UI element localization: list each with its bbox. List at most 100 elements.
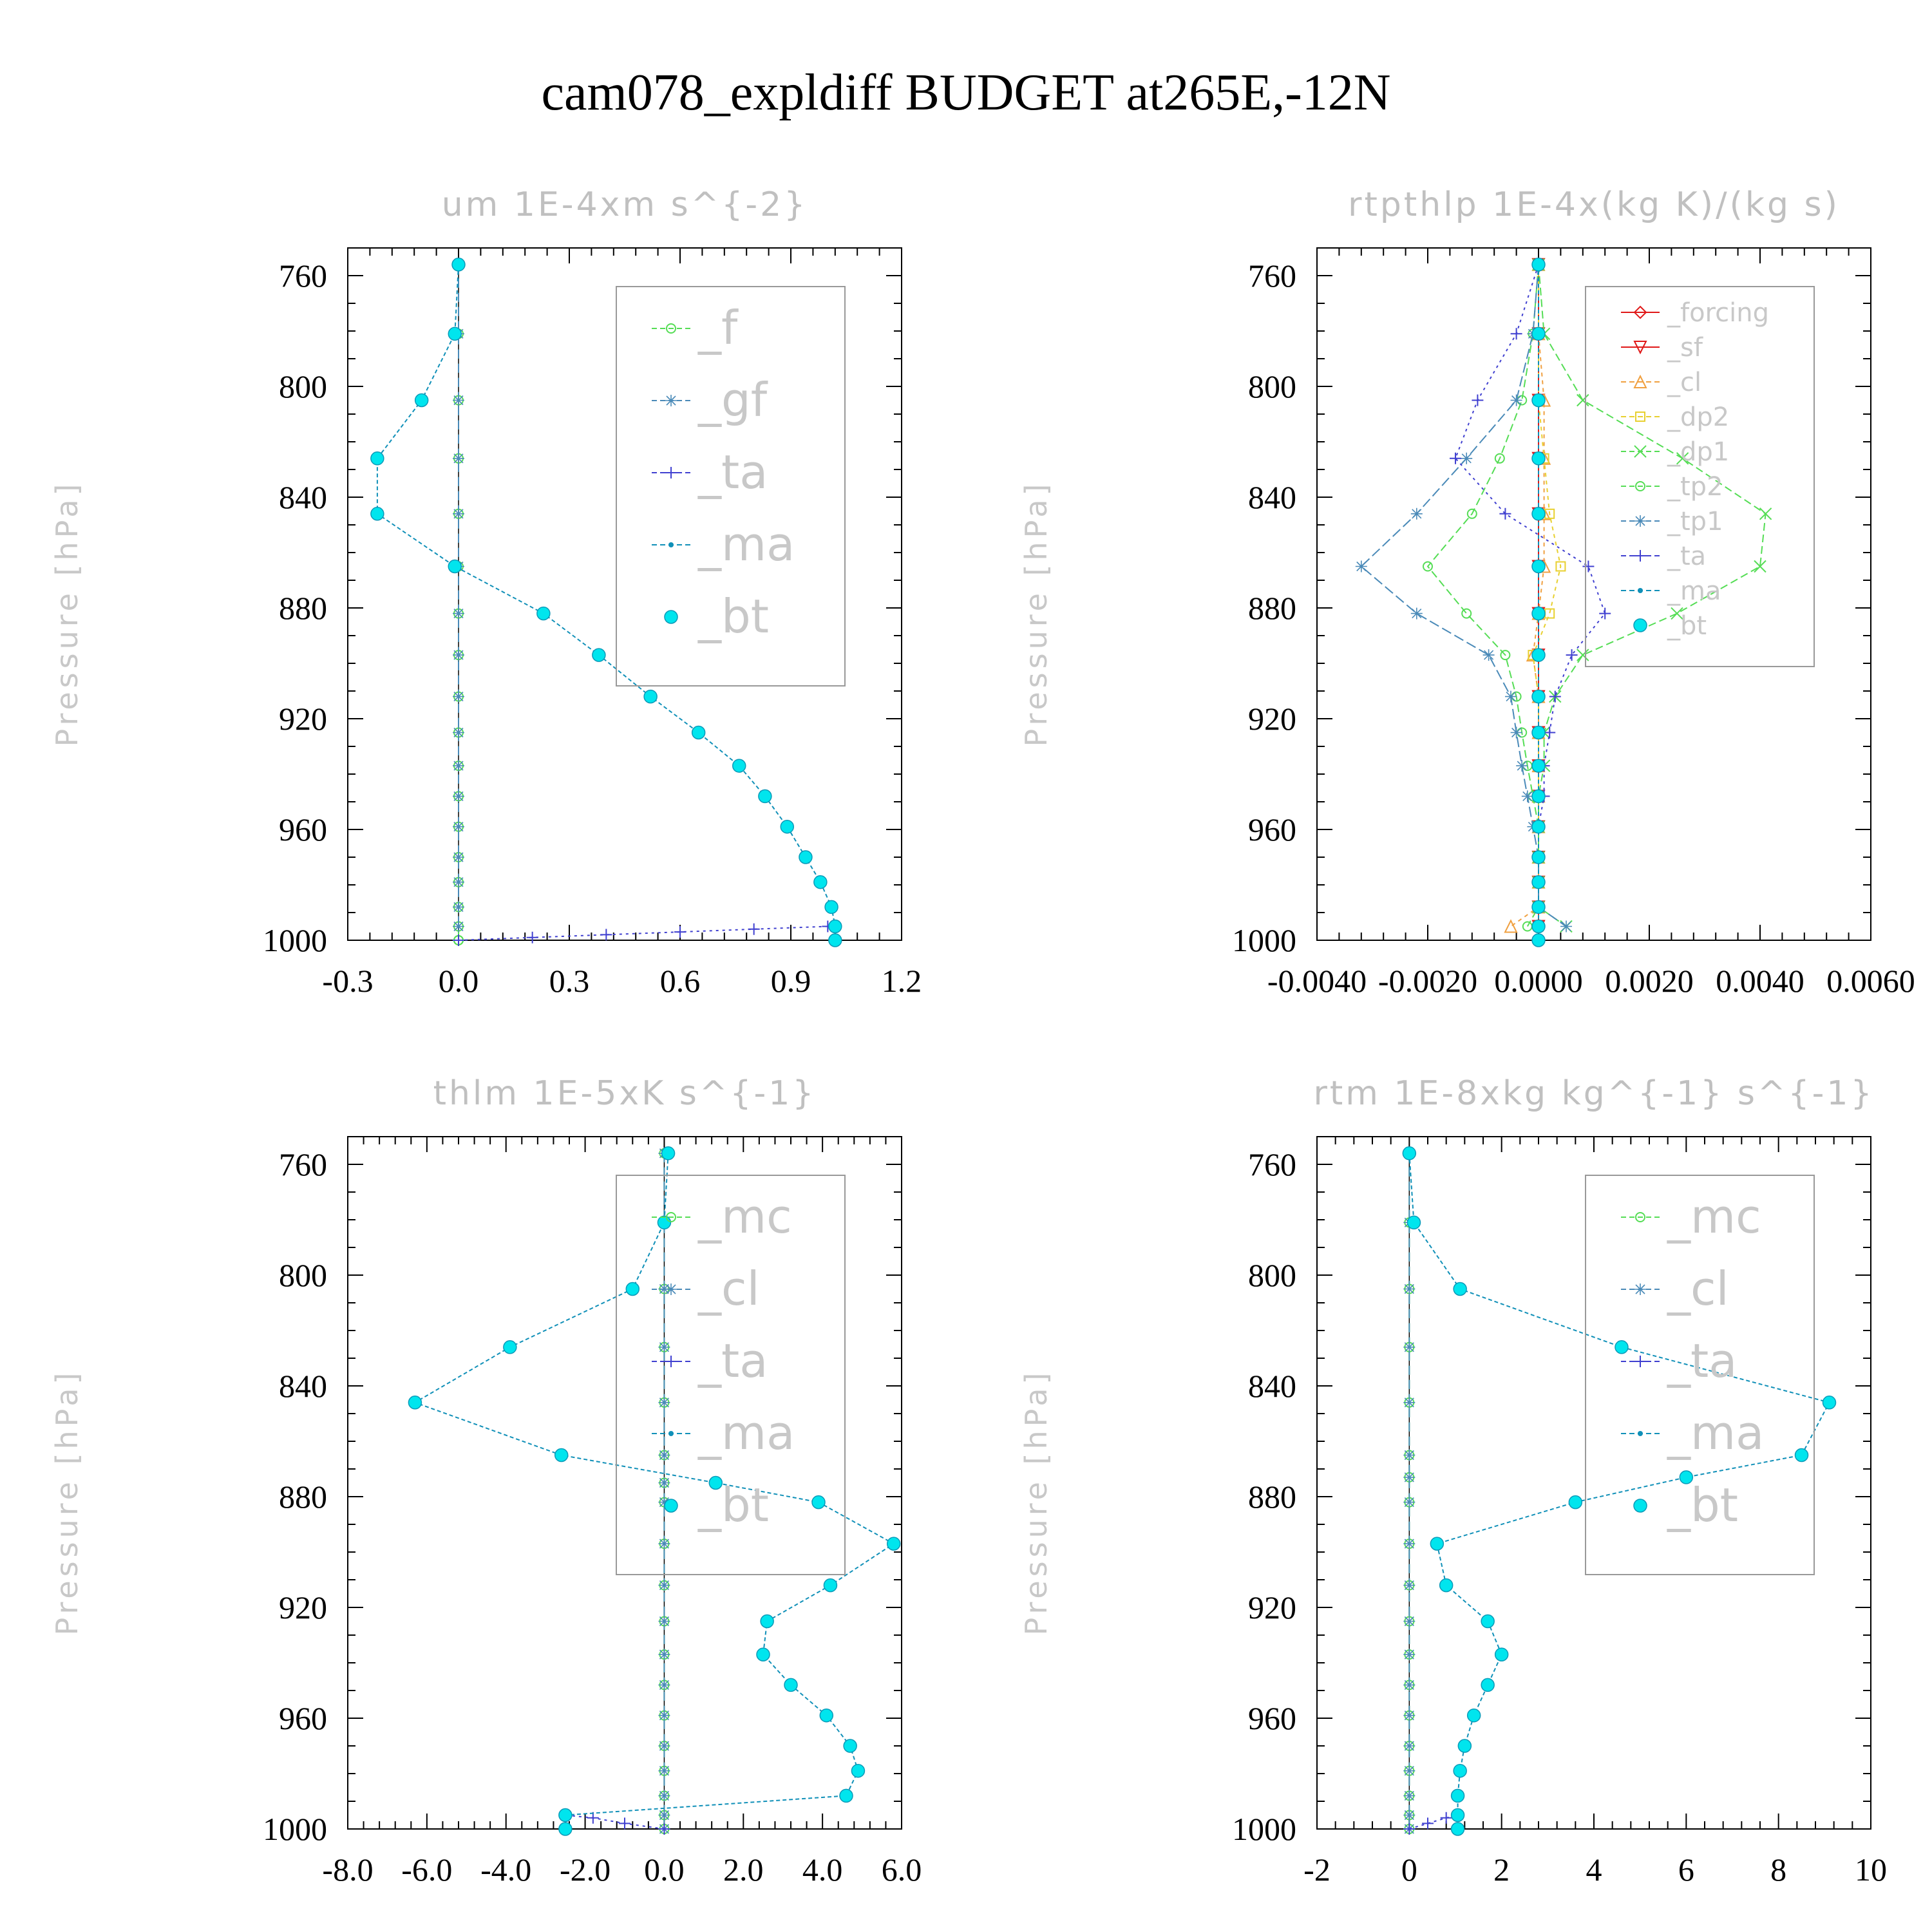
data-point	[453, 452, 464, 464]
data-point	[1531, 507, 1546, 521]
data-point	[536, 606, 551, 621]
data-point	[1402, 1146, 1417, 1160]
legend-marker	[668, 542, 674, 547]
legend-marker	[665, 1356, 677, 1367]
data-point	[1510, 726, 1522, 739]
y-axis-label: Pressure [hPa]	[1019, 1369, 1054, 1636]
data-point	[453, 690, 464, 703]
x-tick-label: -2.0	[560, 1852, 611, 1888]
data-point	[1531, 606, 1546, 621]
data-point	[1422, 1817, 1434, 1830]
data-point	[799, 850, 813, 864]
y-tick-label: 840	[279, 1368, 327, 1404]
data-point	[1410, 507, 1423, 520]
legend-entry: _ta	[1667, 542, 1706, 571]
data-point	[370, 507, 384, 521]
data-point	[408, 1396, 422, 1410]
legend: _forcing _sf _cl _dp2 _dp1 _tp2 _tp1 _ta _ma _bt	[1585, 286, 1815, 667]
data-point	[1453, 1763, 1467, 1778]
legend-marker	[1634, 550, 1646, 562]
data-point	[1504, 919, 1518, 933]
legend-marker	[665, 395, 677, 406]
data-point	[1505, 690, 1517, 703]
data-point	[1481, 1678, 1495, 1692]
data-point	[1450, 452, 1461, 464]
x-tick-label: 0.0	[439, 963, 479, 999]
y-tick-label: 1000	[1232, 922, 1296, 958]
legend-marker	[1638, 588, 1643, 593]
data-point	[600, 929, 612, 941]
data-point	[448, 559, 462, 574]
data-point	[658, 1538, 670, 1550]
legend-entry: _f	[697, 301, 739, 355]
legend-box	[1585, 1175, 1815, 1575]
y-tick-label: 880	[279, 590, 327, 626]
legend-entry: _bt	[1667, 611, 1707, 641]
data-point	[1439, 1578, 1454, 1593]
data-point	[658, 1579, 670, 1591]
legend-entry: _bt	[1667, 1478, 1738, 1532]
data-point	[708, 1475, 723, 1490]
x-tick-label: 4	[1586, 1852, 1602, 1888]
data-point	[1531, 689, 1546, 704]
data-point	[819, 1708, 834, 1723]
data-point	[453, 726, 464, 739]
x-tick-label: -0.0040	[1267, 963, 1367, 999]
series-dp1	[1532, 258, 1772, 933]
data-point	[1403, 1538, 1416, 1550]
legend-entry: _ma	[697, 517, 795, 571]
data-point	[453, 934, 464, 946]
data-point	[1531, 819, 1546, 834]
legend-marker	[1634, 1356, 1646, 1367]
data-point	[1759, 507, 1772, 520]
data-point	[453, 851, 464, 863]
data-point	[1403, 1496, 1416, 1508]
legend-box	[616, 286, 846, 687]
data-point	[1615, 1340, 1629, 1354]
data-point	[1577, 393, 1589, 407]
x-tick-label: 0.3	[549, 963, 590, 999]
panel-um: um 1E-4xm s^{-2} Pressure [hPa] 760 800 840 8…	[50, 185, 922, 999]
data-point	[1403, 1809, 1416, 1821]
data-point	[1531, 919, 1546, 934]
y-tick-label: 960	[1248, 811, 1296, 848]
data-point	[1403, 1471, 1416, 1483]
series-line	[1409, 1153, 1829, 1829]
data-point	[587, 1812, 599, 1824]
series-ta	[1450, 258, 1611, 933]
data-point	[370, 451, 384, 466]
data-point	[843, 1739, 857, 1753]
data-point	[1531, 933, 1546, 947]
data-point	[1531, 648, 1546, 662]
y-tick-label: 760	[1248, 1146, 1296, 1182]
series-bt	[370, 258, 842, 947]
data-point	[658, 1496, 670, 1508]
data-point	[658, 1823, 670, 1835]
legend-marker	[665, 467, 677, 478]
data-point	[1410, 607, 1423, 620]
data-point	[1599, 607, 1611, 620]
data-point	[886, 1537, 901, 1551]
plot-frame	[347, 1136, 902, 1830]
legend-marker	[1635, 481, 1645, 491]
x-tick-label: 2	[1493, 1852, 1510, 1888]
data-point	[1531, 258, 1546, 272]
panel-rtm: rtm 1E-8xkg kg^{-1} s^{-1} Pressure [hPa]…	[1019, 1074, 1887, 1888]
x-tick-label: 6.0	[882, 1852, 922, 1888]
series-ma	[412, 1150, 896, 1832]
legend-marker	[1633, 305, 1647, 319]
data-point	[453, 649, 464, 661]
series-gf	[453, 258, 464, 933]
data-point	[1499, 507, 1511, 520]
data-point	[619, 1817, 630, 1830]
legend-entry: _dp1	[1667, 437, 1729, 467]
legend-marker	[1633, 374, 1647, 388]
data-point	[1510, 328, 1522, 340]
legend-marker	[668, 1431, 674, 1436]
legend-marker	[1633, 341, 1647, 355]
series-ma	[1536, 261, 1541, 943]
plot-frame	[347, 247, 902, 941]
series-line	[458, 925, 835, 941]
x-tick-label: 0.6	[660, 963, 701, 999]
data-point	[1566, 649, 1578, 661]
